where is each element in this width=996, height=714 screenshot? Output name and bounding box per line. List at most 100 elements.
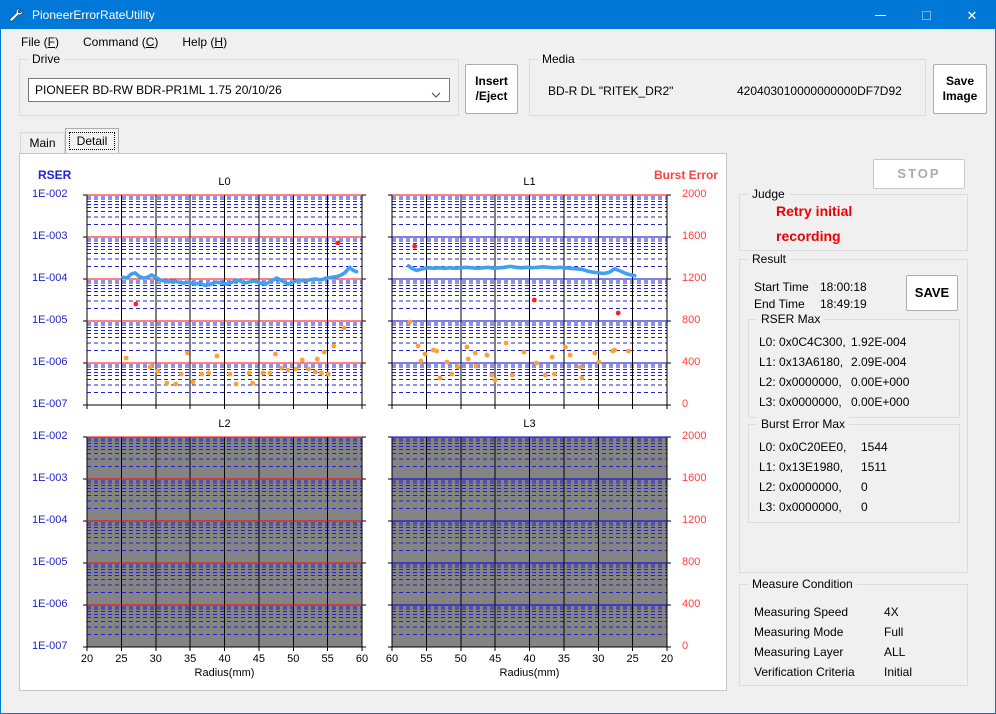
wrench-icon: [8, 7, 25, 24]
x-tick-label: 35: [552, 653, 576, 665]
menu-item-help[interactable]: Help (H): [172, 31, 237, 53]
x-tick-label: 35: [178, 653, 202, 665]
x-tick-label: 25: [109, 653, 133, 665]
rser-max-label: RSER Max: [757, 312, 824, 326]
x-tick-label: 60: [350, 653, 374, 665]
x-tick-label: 40: [213, 653, 237, 665]
subplot-title-L2: L2: [87, 418, 362, 430]
media-group-label: Media: [538, 52, 579, 66]
minimize-icon: [875, 15, 886, 16]
chart-panel: RSERBurst Error1E-0021E-0031E-0041E-0051…: [19, 153, 727, 691]
measure-row-label: Measuring Layer: [754, 645, 843, 659]
chart-L3: [392, 437, 667, 647]
burst-max-label: Burst Error Max: [757, 417, 849, 431]
rser-max-row-value: 0.00E+000: [851, 375, 909, 389]
y-tick-right: 0: [682, 640, 722, 652]
x-tick-label: 50: [449, 653, 473, 665]
x-tick-label: 45: [247, 653, 271, 665]
burst-max-row-value: 1511: [861, 460, 887, 474]
chart-L2: [87, 437, 362, 647]
x-axis-label: Radius(mm): [87, 667, 362, 679]
y-tick-right: 400: [682, 356, 722, 368]
y-tick-left: 1E-003: [32, 230, 82, 242]
chevron-down-icon: [431, 87, 441, 101]
burst-max-row-value: 0: [861, 500, 868, 514]
y-tick-left: 1E-007: [32, 398, 82, 410]
x-tick-label: 55: [316, 653, 340, 665]
start-time-value: 18:00:18: [820, 280, 867, 294]
insert-eject-button[interactable]: Insert /Eject: [465, 64, 518, 114]
judge-text-line2: recording: [776, 228, 841, 244]
save-image-line1: Save: [946, 74, 974, 89]
y-tick-right: 1600: [682, 472, 722, 484]
y-tick-right: 1200: [682, 272, 722, 284]
tab-main[interactable]: Main: [20, 132, 65, 153]
subplot-title-L3: L3: [392, 418, 667, 430]
save-image-button[interactable]: Save Image: [933, 64, 987, 114]
burst-max-row-prefix: L1: 0x13E1980,: [759, 460, 843, 474]
x-tick-label: 55: [414, 653, 438, 665]
end-time-value: 18:49:19: [820, 297, 867, 311]
y-tick-right: 0: [682, 398, 722, 410]
insert-eject-line1: Insert: [475, 74, 508, 89]
close-button[interactable]: ✕: [949, 1, 995, 29]
y-tick-right: 1600: [682, 230, 722, 242]
drive-groupbox: Drive PIONEER BD-RW BDR-PR1ML 1.75 20/10…: [19, 59, 459, 116]
minimize-button[interactable]: [857, 1, 903, 29]
y-tick-right: 2000: [682, 188, 722, 200]
rser-max-row-value: 1.92E-004: [851, 335, 906, 349]
maximize-button[interactable]: [903, 1, 949, 29]
close-icon: ✕: [967, 9, 978, 22]
rser-max-row-prefix: L0: 0x0C4C300,: [759, 335, 846, 349]
x-tick-label: 20: [75, 653, 99, 665]
drive-select[interactable]: PIONEER BD-RW BDR-PR1ML 1.75 20/10/26: [28, 78, 450, 102]
media-groupbox: Media BD-R DL "RITEK_DR2" 42040301000000…: [529, 59, 926, 116]
judge-text-line1: Retry initial: [776, 203, 852, 219]
y-tick-right: 1200: [682, 514, 722, 526]
tab-focus-rect: [69, 132, 115, 150]
rser-max-row-prefix: L2: 0x0000000,: [759, 375, 842, 389]
stop-button[interactable]: STOP: [873, 159, 965, 189]
y-tick-left: 1E-007: [32, 640, 82, 652]
end-time-label: End Time: [754, 297, 805, 311]
x-tick-label: 50: [281, 653, 305, 665]
tab-main-label: Main: [29, 136, 55, 150]
measure-row-value: Full: [884, 625, 903, 639]
save-button[interactable]: SAVE: [906, 275, 958, 311]
measure-row-label: Measuring Mode: [754, 625, 843, 639]
y-tick-left: 1E-005: [32, 314, 82, 326]
drive-selected-text: PIONEER BD-RW BDR-PR1ML 1.75 20/10/26: [35, 83, 282, 97]
measure-row-label: Verification Criteria: [754, 665, 855, 679]
tab-detail[interactable]: Detail: [65, 128, 119, 153]
measure-row-label: Measuring Speed: [754, 605, 848, 619]
burst-max-row-prefix: L2: 0x0000000,: [759, 480, 842, 494]
rser-max-row-prefix: L1: 0x13A6180,: [759, 355, 843, 369]
rser-max-row-value: 0.00E+000: [851, 395, 909, 409]
y-tick-left: 1E-006: [32, 598, 82, 610]
y-tick-right: 400: [682, 598, 722, 610]
result-group-label: Result: [748, 252, 790, 266]
y-tick-left: 1E-005: [32, 556, 82, 568]
judge-groupbox: Judge Retry initial recording: [739, 194, 968, 251]
save-image-line2: Image: [943, 89, 978, 104]
y-tick-right: 800: [682, 556, 722, 568]
menu-item-file[interactable]: File (F): [11, 31, 69, 53]
y-tick-left: 1E-002: [32, 430, 82, 442]
subplot-title-L0: L0: [87, 176, 362, 188]
x-tick-label: 40: [518, 653, 542, 665]
x-axis-label: Radius(mm): [392, 667, 667, 679]
window-title: PioneerErrorRateUtility: [32, 8, 155, 22]
maximize-icon: [922, 11, 931, 20]
measure-condition-groupbox: Measure Condition Measuring Speed4XMeasu…: [739, 584, 968, 686]
burst-max-row-prefix: L0: 0x0C20EE0,: [759, 440, 846, 454]
measure-row-value: 4X: [884, 605, 899, 619]
start-time-label: Start Time: [754, 280, 809, 294]
x-tick-label: 30: [586, 653, 610, 665]
judge-group-label: Judge: [748, 187, 789, 201]
x-tick-label: 30: [144, 653, 168, 665]
chart-L0: [87, 195, 362, 405]
media-serial: 420403010000000000DF7D92: [737, 84, 902, 98]
burst-max-row-prefix: L3: 0x0000000,: [759, 500, 842, 514]
menu-item-command[interactable]: Command (C): [73, 31, 168, 53]
titlebar: PioneerErrorRateUtility ✕: [1, 1, 995, 29]
